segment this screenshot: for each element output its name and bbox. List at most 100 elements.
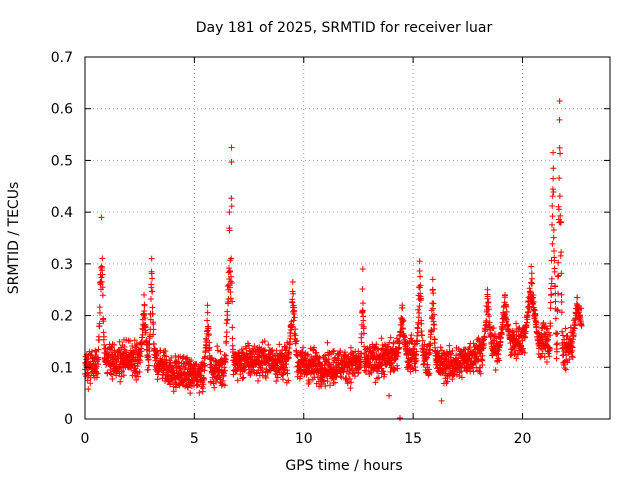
data-point: [416, 258, 423, 265]
data-point: [556, 144, 563, 151]
data-point: [554, 340, 561, 347]
data-point: [520, 345, 527, 352]
data-point: [273, 347, 280, 354]
data-point: [551, 257, 558, 264]
data-point: [359, 285, 366, 292]
data-point: [555, 259, 562, 266]
data-point: [416, 303, 423, 310]
data-point: [355, 370, 362, 377]
data-point: [549, 221, 556, 228]
data-point: [289, 278, 296, 285]
data-point: [373, 351, 380, 358]
data-point: [206, 344, 213, 351]
data-point: [547, 305, 554, 312]
data-point: [133, 376, 140, 383]
data-point: [368, 369, 375, 376]
data-point: [570, 330, 577, 337]
data-point: [223, 329, 230, 336]
data-point: [416, 268, 423, 275]
data-point: [208, 354, 215, 361]
data-point: [150, 326, 157, 333]
data-point: [121, 348, 128, 355]
data-point: [96, 309, 103, 316]
data-point: [502, 313, 509, 320]
data-point: [486, 313, 493, 320]
data-point: [549, 240, 556, 247]
data-point: [186, 358, 193, 365]
data-point: [118, 355, 125, 362]
data-point: [98, 214, 105, 221]
data-point: [377, 362, 384, 369]
data-point: [417, 282, 424, 289]
data-point: [360, 323, 367, 330]
data-point: [285, 377, 292, 384]
data-point: [549, 202, 556, 209]
x-axis-label: GPS time / hours: [285, 458, 402, 474]
data-point: [201, 376, 208, 383]
data-point: [228, 273, 235, 280]
data-point: [486, 319, 493, 326]
data-point: [437, 344, 444, 351]
data-point: [93, 374, 100, 381]
data-point: [558, 309, 565, 316]
data-point: [292, 332, 299, 339]
y-tick-label: 0.5: [51, 153, 73, 169]
data-point: [182, 364, 189, 371]
data-point: [150, 340, 157, 347]
data-point: [558, 299, 565, 306]
data-point: [254, 377, 261, 384]
data-point: [502, 291, 508, 298]
data-point: [302, 356, 309, 363]
data-point: [286, 341, 293, 348]
data-point: [481, 334, 488, 341]
data-point: [553, 348, 560, 355]
data-point: [444, 378, 451, 385]
data-points: [82, 97, 585, 421]
data-point: [172, 358, 179, 365]
data-point: [134, 342, 141, 349]
y-axis-label: SRMTID / TECUs: [6, 182, 22, 295]
data-point: [172, 384, 179, 391]
data-point: [470, 340, 477, 347]
data-point: [142, 329, 149, 336]
y-tick-label: 0.3: [51, 257, 73, 273]
data-point: [399, 325, 406, 332]
data-point: [554, 330, 561, 337]
data-point: [429, 300, 436, 307]
data-point: [150, 321, 157, 328]
data-point: [149, 310, 156, 317]
data-point: [397, 414, 403, 421]
data-point: [101, 341, 108, 348]
data-point: [572, 316, 579, 323]
data-point: [93, 363, 100, 370]
data-point: [557, 212, 564, 219]
data-point: [134, 363, 141, 370]
data-point: [544, 325, 551, 332]
data-point: [283, 367, 290, 374]
data-point: [243, 345, 250, 352]
data-point: [543, 359, 550, 366]
data-point: [539, 350, 546, 357]
data-point: [221, 352, 228, 359]
data-point: [448, 350, 455, 357]
data-point: [228, 195, 235, 202]
data-point: [546, 345, 553, 352]
data-point: [214, 347, 221, 354]
data-point: [104, 369, 111, 376]
data-point: [559, 328, 566, 335]
data-point: [324, 339, 331, 346]
data-point: [556, 97, 563, 104]
y-tick-label: 0.7: [51, 50, 73, 66]
data-point: [149, 304, 156, 311]
data-point: [228, 203, 235, 210]
data-point: [247, 372, 254, 379]
data-point: [227, 289, 234, 296]
x-tick-label: 10: [295, 431, 313, 447]
data-point: [93, 369, 100, 376]
data-point: [85, 358, 92, 365]
data-point: [387, 368, 394, 375]
data-point: [201, 362, 208, 369]
data-point: [298, 367, 305, 374]
data-point: [258, 358, 265, 365]
data-point: [530, 298, 537, 305]
